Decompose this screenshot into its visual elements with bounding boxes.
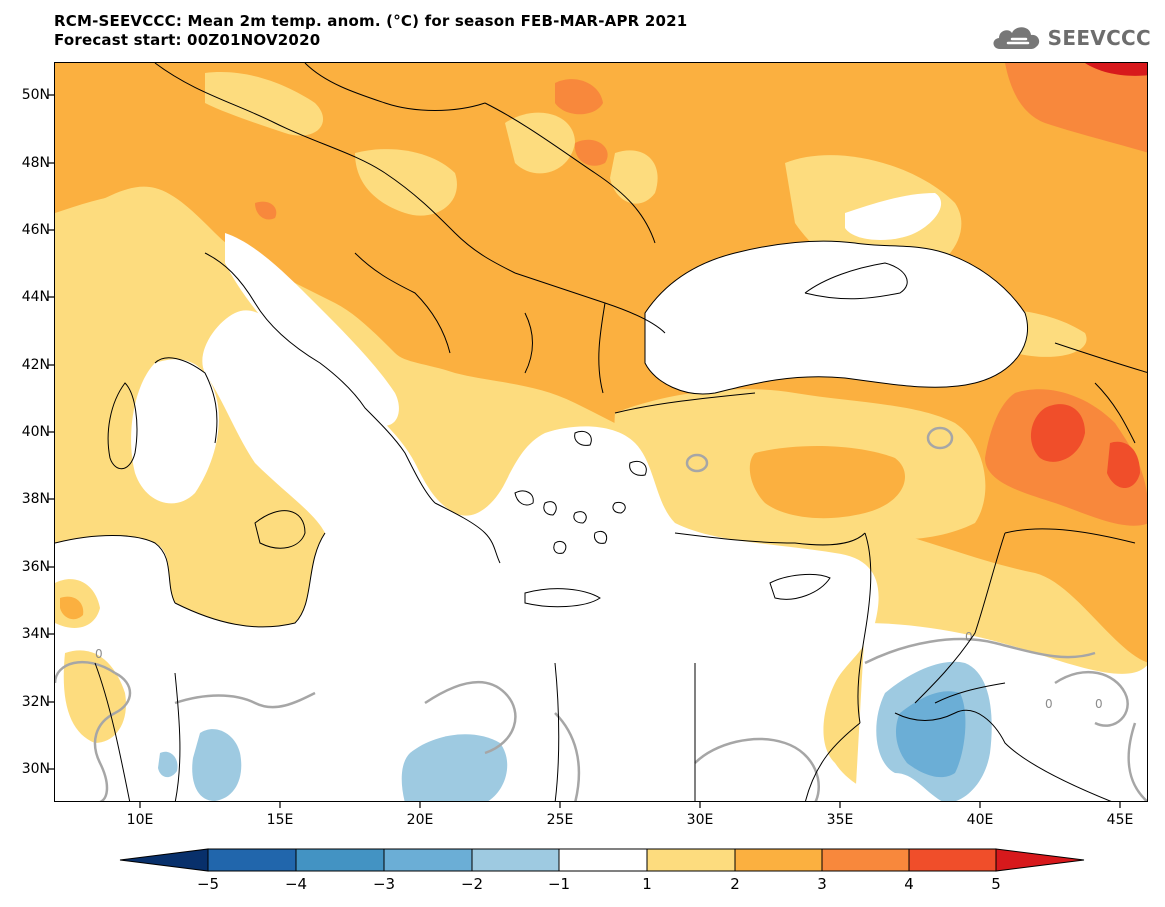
lat-tick-42n: 42N	[21, 357, 50, 373]
lat-tick-30n: 30N	[21, 761, 50, 777]
lon-tick-25e: 25E	[546, 812, 574, 828]
lat-tick-46n: 46N	[21, 222, 50, 238]
cloud-icon	[993, 27, 1039, 49]
contour-label: 0	[1045, 697, 1053, 711]
lon-tick-30e: 30E	[686, 812, 714, 828]
colorbar-swatch	[646, 848, 736, 872]
neutral-region-adriatic	[225, 233, 399, 426]
temperature-anomaly-map: 0 0 0 0	[54, 62, 1148, 802]
lat-tick-34n: 34N	[21, 626, 50, 642]
neutral-region-azov	[845, 193, 942, 240]
colorbar-swatch	[821, 848, 910, 872]
anomaly-3-4-patch	[1005, 63, 1147, 153]
zero-contours	[55, 426, 1147, 801]
anomaly-3-4-patch	[255, 201, 277, 220]
colorbar-swatch	[471, 848, 560, 872]
anomaly-1-2-patch	[355, 149, 457, 216]
map-title: RCM-SEEVCCC: Mean 2m temp. anom. (°C) fo…	[54, 12, 687, 50]
anomaly-5-plus-patch	[1085, 63, 1147, 76]
anomaly-1-2-patch	[63, 650, 126, 743]
lon-tick-45e: 45E	[1106, 812, 1134, 828]
anomaly-3-4-patch	[574, 139, 608, 166]
seevccc-logo: SEEVCCC	[990, 22, 1151, 54]
colorbar-label: −3	[372, 875, 396, 893]
neutral-region-mediterranean	[55, 310, 907, 801]
lat-tick-48n: 48N	[21, 155, 50, 171]
lat-tick-32n: 32N	[21, 694, 50, 710]
anomaly-minus-1-minus-2-patch	[192, 729, 242, 801]
anomaly-1-2-patch	[505, 112, 575, 174]
logo-text: SEEVCCC	[1047, 26, 1151, 50]
neutral-region-black-sea	[645, 241, 1028, 394]
anomaly-minus-1-minus-2-patch	[158, 751, 178, 778]
colorbar-label: −1	[547, 875, 571, 893]
colorbar-label: −5	[196, 875, 220, 893]
title-line-1: RCM-SEEVCCC: Mean 2m temp. anom. (°C) fo…	[54, 12, 688, 30]
lon-tick-15e: 15E	[266, 812, 294, 828]
anomaly-1-2-region-west	[55, 193, 169, 271]
colorbar-swatch	[734, 848, 823, 872]
anomaly-4-5-patch	[1030, 404, 1085, 462]
lat-tick-40n: 40N	[21, 424, 50, 440]
anomaly-2-3-patch	[60, 596, 84, 620]
colorbar-label: −2	[460, 875, 484, 893]
country-borders	[55, 63, 1147, 801]
aegean-islands	[514, 430, 647, 608]
colorbar-swatch	[207, 848, 297, 872]
colorbar-label: 5	[991, 875, 1001, 893]
anomaly-4-5-patch	[1107, 441, 1140, 488]
colorbar-label: 4	[904, 875, 914, 893]
lon-tick-40e: 40E	[966, 812, 994, 828]
anomaly-minus-2-minus-3-patch	[895, 691, 966, 778]
anomaly-1-2-patch	[610, 150, 658, 204]
colorbar-upper-arrow	[995, 848, 1085, 872]
anomaly-1-2-patch	[205, 72, 324, 136]
colorbar-label: 3	[817, 875, 827, 893]
colorbar-swatch	[295, 848, 385, 872]
colorbar-label: 2	[730, 875, 740, 893]
colorbar-swatch	[908, 848, 997, 872]
lat-tick-36n: 36N	[21, 559, 50, 575]
lon-tick-10e: 10E	[126, 812, 154, 828]
lat-tick-50n: 50N	[21, 87, 50, 103]
contour-label: 0	[1095, 697, 1103, 711]
colorbar-label: 1	[642, 875, 652, 893]
anomaly-minus-1-minus-2-patch	[401, 734, 508, 801]
colorbar-lower-arrow	[119, 848, 209, 872]
lon-tick-20e: 20E	[406, 812, 434, 828]
anatolia-anomaly-2-3	[749, 446, 905, 519]
lon-tick-35e: 35E	[826, 812, 854, 828]
contour-label: 0	[965, 630, 973, 644]
colorbar-swatch	[558, 848, 648, 872]
colorbar-label: −4	[284, 875, 308, 893]
lat-tick-44n: 44N	[21, 289, 50, 305]
lat-tick-38n: 38N	[21, 491, 50, 507]
title-line-2: Forecast start: 00Z01NOV2020	[54, 31, 321, 49]
contour-label: 0	[95, 647, 103, 661]
neutral-region-tyrrhenian	[131, 359, 219, 504]
anomaly-3-4-patch	[555, 79, 603, 115]
colorbar-swatch	[383, 848, 473, 872]
